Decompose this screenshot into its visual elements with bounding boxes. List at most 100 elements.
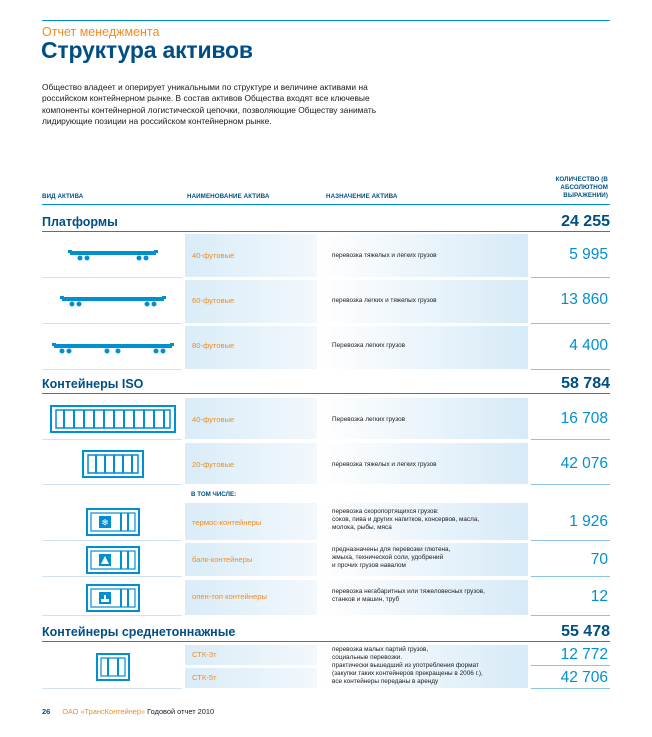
- container-40-icon: [50, 405, 176, 433]
- asset-image-cell: [42, 645, 182, 689]
- asset-purpose: перевозка малых партий грузов, социальны…: [332, 646, 483, 685]
- asset-purpose-cell: перевозка малых партий грузов, социальны…: [320, 645, 528, 689]
- column-header-name: НАИМЕНОВАНИЕ АКТИВА: [187, 193, 270, 200]
- asset-value: 1 926: [569, 513, 608, 530]
- asset-name-cell: 60-футовые: [185, 280, 317, 324]
- asset-value-cell: 12 772: [531, 645, 610, 666]
- column-header-type: ВИД АКТИВА: [42, 193, 84, 200]
- header-rule: [42, 204, 610, 205]
- asset-image-cell: [42, 443, 182, 485]
- open-top-container-icon: [86, 584, 140, 612]
- category-platforms: Платформы 24 255: [42, 212, 610, 232]
- asset-name-cell: 80-футовые: [185, 326, 317, 370]
- asset-name-cell: 40-футовые: [185, 398, 317, 440]
- asset-purpose-cell: перевозка тяжелых и легких грузов: [320, 443, 528, 485]
- asset-value: 13 860: [560, 291, 608, 308]
- page-title: Структура активов: [41, 37, 253, 63]
- asset-purpose: перевозка скоропортящихся грузов: соков,…: [332, 508, 480, 532]
- asset-value: 16 708: [560, 410, 608, 427]
- asset-image-cell: [42, 398, 182, 440]
- category-iso-containers: Контейнеры ISO 58 784: [42, 374, 610, 394]
- container-20-icon: [82, 450, 144, 478]
- company-name: ОАО «ТрансКонтейнер»: [62, 707, 146, 716]
- category-total: 24 255: [561, 213, 610, 230]
- top-rule: [42, 20, 610, 21]
- asset-value-cell: 16 708: [531, 398, 610, 440]
- page-footer: 26 ОАО «ТрансКонтейнер» Годовой отчет 20…: [42, 707, 214, 716]
- asset-name: 40-футовые: [192, 251, 235, 260]
- category-name: Платформы: [42, 215, 118, 229]
- intro-paragraph: Общество владеет и оперирует уникальными…: [42, 82, 377, 127]
- asset-purpose-cell: Перевозка легких грузов: [320, 326, 528, 370]
- asset-name: 60-футовые: [192, 296, 235, 305]
- category-total: 55 478: [561, 623, 610, 640]
- asset-value-cell: 1 926: [531, 503, 610, 541]
- asset-value-cell: 70: [531, 543, 610, 577]
- asset-name-cell: опен-топ контейнеры: [185, 580, 317, 616]
- flatcar-80-icon: [52, 343, 174, 354]
- asset-purpose: перевозка легких и тяжелых грузов: [332, 297, 437, 304]
- asset-name: термос-контейнеры: [192, 518, 262, 527]
- asset-value: 5 995: [569, 246, 608, 263]
- asset-value-cell: 4 400: [531, 326, 610, 370]
- asset-value: 70: [590, 551, 608, 568]
- asset-purpose-cell: Перевозка легких грузов: [320, 398, 528, 440]
- svg-text:❄: ❄: [101, 519, 109, 529]
- asset-purpose-cell: перевозка скоропортящихся грузов: соков,…: [320, 503, 528, 541]
- report-name: Годовой отчет 2010: [147, 707, 215, 716]
- asset-image-cell: [42, 234, 182, 278]
- asset-name-cell: балк-контейнеры: [185, 543, 317, 577]
- asset-purpose-cell: перевозка тяжелых и легких грузов: [320, 234, 528, 278]
- asset-name-cell: 40-футовые: [185, 234, 317, 278]
- category-name: Контейнеры ISO: [42, 377, 144, 391]
- asset-image-cell: [42, 326, 182, 370]
- asset-name: 40-футовые: [192, 415, 235, 424]
- asset-purpose: перевозка негабаритных или тяжеловесных …: [332, 588, 485, 604]
- asset-name-cell: СТК-5т: [185, 668, 317, 689]
- asset-purpose: перевозка тяжелых и легких грузов: [332, 252, 437, 259]
- asset-value-cell: 42 076: [531, 443, 610, 485]
- subgroup-label: В ТОМ ЧИСЛЕ:: [191, 491, 237, 498]
- thermos-container-icon: ❄: [86, 508, 140, 536]
- asset-purpose: предназначены для перевозки глютена, жмы…: [332, 546, 451, 570]
- asset-image-cell: ❄: [42, 503, 182, 541]
- asset-value: 4 400: [569, 337, 608, 354]
- bulk-container-icon: [86, 546, 140, 574]
- section-title: Отчет менеджмента: [42, 25, 160, 39]
- asset-name: опен-топ контейнеры: [192, 592, 267, 601]
- asset-name-cell: 20-футовые: [185, 443, 317, 485]
- category-name: Контейнеры среднетоннажные: [42, 625, 236, 639]
- asset-value: 12: [590, 588, 608, 605]
- asset-purpose: перевозка тяжелых и легких грузов: [332, 461, 437, 468]
- asset-purpose-cell: предназначены для перевозки глютена, жмы…: [320, 543, 528, 577]
- asset-purpose-cell: перевозка негабаритных или тяжеловесных …: [320, 580, 528, 616]
- asset-value: 42 076: [560, 455, 608, 472]
- asset-image-cell: [42, 580, 182, 616]
- asset-image-cell: [42, 543, 182, 577]
- medium-container-icon: [96, 653, 130, 681]
- asset-value: 12 772: [560, 646, 608, 663]
- flatcar-40-icon: [68, 250, 158, 261]
- asset-name: 20-футовые: [192, 460, 235, 469]
- asset-value-cell: 13 860: [531, 280, 610, 324]
- asset-purpose: Перевозка легких грузов: [332, 416, 406, 423]
- asset-name-cell: термос-контейнеры: [185, 503, 317, 541]
- category-total: 58 784: [561, 375, 610, 392]
- asset-name: 80-футовые: [192, 341, 235, 350]
- asset-name: СТК-3т: [192, 650, 217, 659]
- asset-value: 42 706: [560, 669, 608, 686]
- asset-name: балк-контейнеры: [192, 555, 253, 564]
- asset-name: СТК-5т: [192, 673, 217, 682]
- asset-value-cell: 5 995: [531, 234, 610, 278]
- asset-value-cell: 42 706: [531, 668, 610, 689]
- asset-value-cell: 12: [531, 580, 610, 616]
- flatcar-60-icon: [60, 296, 166, 307]
- asset-image-cell: [42, 280, 182, 324]
- column-header-purpose: НАЗНАЧЕНИЕ АКТИВА: [326, 193, 398, 200]
- asset-name-cell: СТК-3т: [185, 645, 317, 666]
- asset-purpose: Перевозка легких грузов: [332, 342, 406, 349]
- category-medium-containers: Контейнеры среднетоннажные 55 478: [42, 622, 610, 642]
- asset-purpose-cell: перевозка легких и тяжелых грузов: [320, 280, 528, 324]
- column-header-quantity: КОЛИЧЕСТВО (В АБСОЛЮТНОМ ВЫРАЖЕНИИ): [555, 176, 608, 199]
- page-number: 26: [42, 707, 51, 716]
